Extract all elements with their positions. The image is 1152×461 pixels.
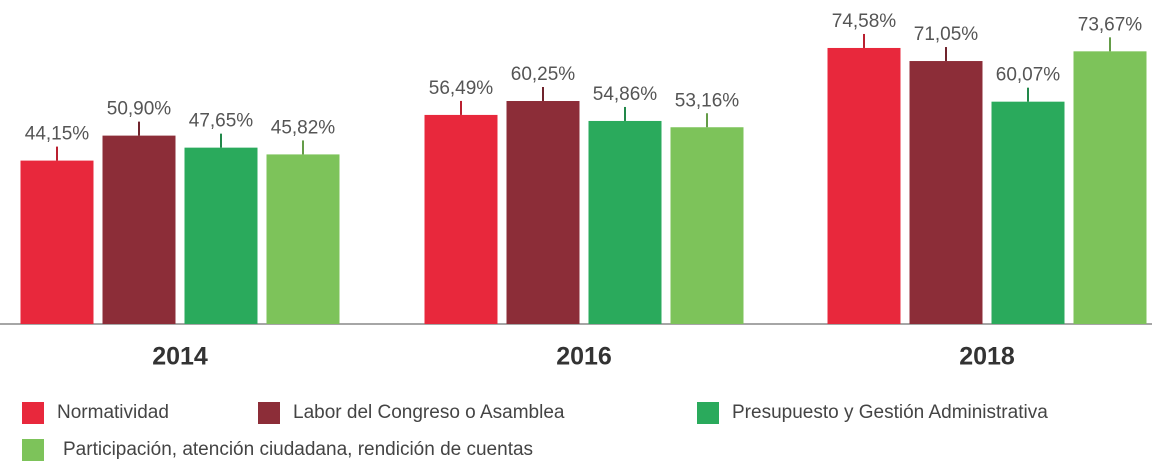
legend-swatch <box>697 402 719 424</box>
bar <box>1073 51 1147 324</box>
bar <box>102 135 176 324</box>
legend-label: Presupuesto y Gestión Administrativa <box>732 402 1048 423</box>
bar <box>670 127 744 325</box>
data-label: 54,86% <box>593 84 658 105</box>
x-tick-label: 2016 <box>556 343 612 371</box>
data-label: 73,67% <box>1078 14 1143 35</box>
data-label: 74,58% <box>832 11 897 32</box>
legend-label: Labor del Congreso o Asamblea <box>293 402 565 423</box>
data-label: 60,07% <box>996 65 1061 86</box>
legend-swatch <box>22 402 44 424</box>
bar <box>506 101 580 325</box>
data-label: 71,05% <box>914 24 979 45</box>
bar <box>20 160 94 324</box>
legend-label: Normatividad <box>57 402 169 423</box>
bar <box>991 101 1065 324</box>
bar <box>909 61 983 325</box>
data-label: 44,15% <box>25 124 90 145</box>
x-tick-label: 2018 <box>959 343 1015 371</box>
data-label: 45,82% <box>271 117 336 138</box>
data-label: 47,65% <box>189 111 254 132</box>
legend-swatch <box>22 439 44 461</box>
data-label: 56,49% <box>429 78 494 99</box>
data-label: 60,25% <box>511 64 576 85</box>
legend-label: Participación, atención ciudadana, rendi… <box>63 439 533 460</box>
bar <box>184 147 258 324</box>
data-label: 53,16% <box>675 90 740 111</box>
legend-swatch <box>258 402 280 424</box>
bar <box>266 154 340 324</box>
bar <box>424 114 498 325</box>
bar <box>588 120 662 324</box>
x-tick-label: 2014 <box>152 343 208 371</box>
data-label: 50,90% <box>107 99 172 120</box>
bar <box>827 47 901 325</box>
